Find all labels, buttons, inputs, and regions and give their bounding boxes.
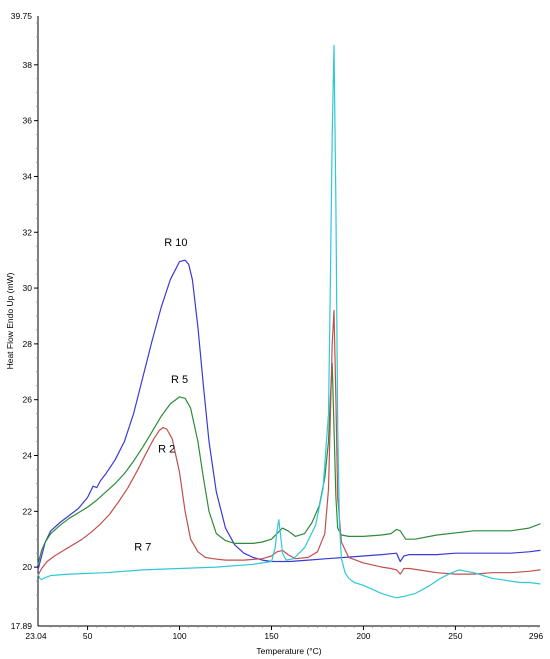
x-tick-label: 100 <box>172 631 186 641</box>
x-max-label: 296 <box>529 631 543 641</box>
series-line-r2 <box>37 309 541 577</box>
x-tick-label: 200 <box>356 631 370 641</box>
y-axis-title: Heat Flow Endo Up (mW) <box>5 272 15 369</box>
y-tick-label: 22 <box>23 506 33 516</box>
y-tick-label: 36 <box>23 116 33 126</box>
y-min-label: 17.89 <box>11 621 33 631</box>
y-max-label: 39.75 <box>11 11 33 21</box>
y-tick-label: 30 <box>23 283 33 293</box>
y-tick-label: 20 <box>23 562 33 572</box>
series-label-r5: R 5 <box>171 374 188 386</box>
x-axis-title: Temperature (°C) <box>256 646 321 656</box>
y-tick-label: 24 <box>23 451 33 461</box>
series-line-r5 <box>37 362 541 565</box>
x-tick-label: 250 <box>448 631 462 641</box>
series-line-r10 <box>37 259 541 571</box>
x-min-label: 23.04 <box>25 631 47 641</box>
axes <box>37 16 540 627</box>
series-label-r10: R 10 <box>164 237 187 249</box>
series-label-r7: R 7 <box>134 541 151 553</box>
series-labels: R 10 R 5 R 2 R 7 <box>134 237 188 553</box>
series-label-r2: R 2 <box>158 444 175 456</box>
y-tick-label: 28 <box>23 339 33 349</box>
y-tick-label: 34 <box>23 171 33 181</box>
y-tick-label: 26 <box>23 395 33 405</box>
x-tick-label: 150 <box>264 631 278 641</box>
series-line-r7 <box>37 44 541 599</box>
series-lines <box>37 44 541 599</box>
y-tick-label: 38 <box>23 60 33 70</box>
x-tick-label: 50 <box>83 631 93 641</box>
y-tick-label: 32 <box>23 227 33 237</box>
ticks: 20 22 24 26 28 30 32 34 36 38 17.89 39.75 50 100 150 20… <box>11 11 544 641</box>
